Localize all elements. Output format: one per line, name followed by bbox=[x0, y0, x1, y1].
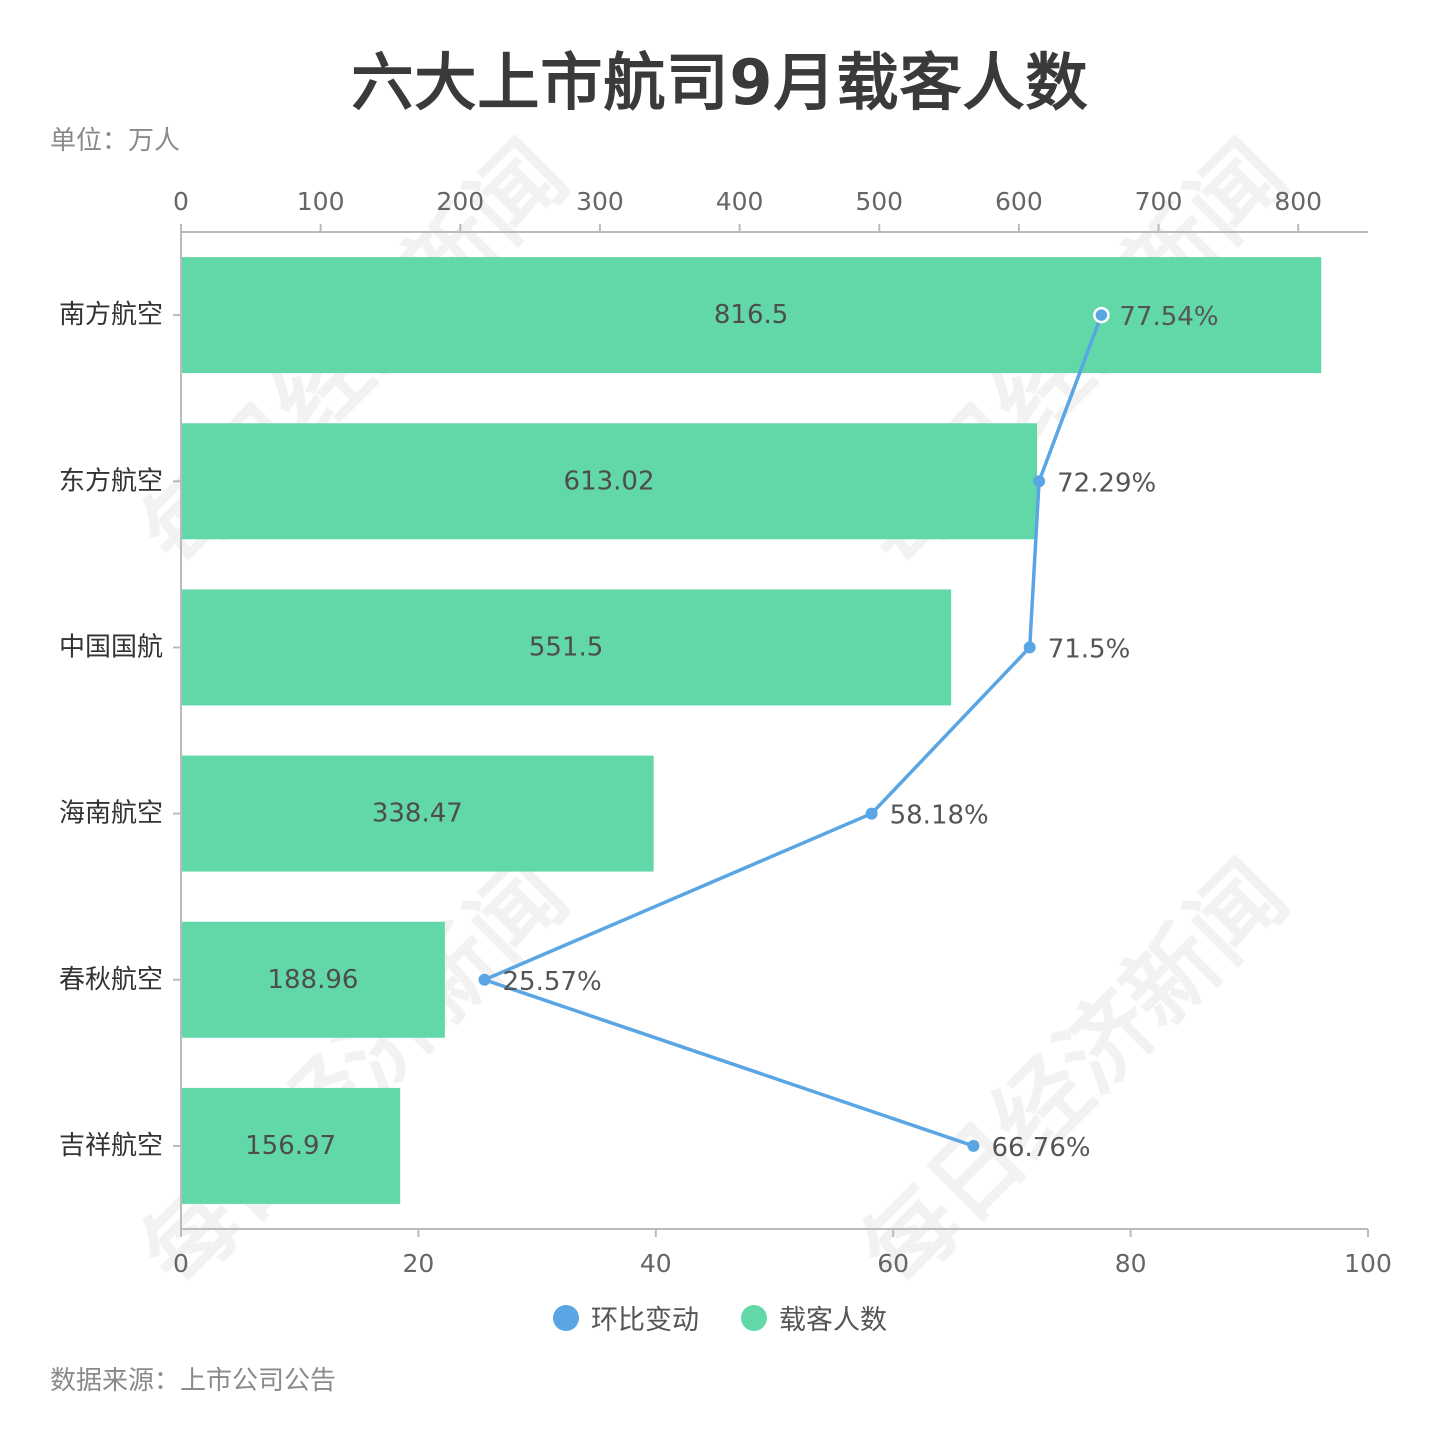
bar-value-label: 188.96 bbox=[267, 965, 358, 995]
change-point-1 bbox=[1033, 475, 1046, 488]
category-label: 春秋航空 bbox=[59, 965, 163, 995]
top-axis-tick-label: 200 bbox=[436, 187, 484, 216]
bottom-axis-tick-label: 60 bbox=[877, 1249, 909, 1278]
bar-3 bbox=[181, 755, 654, 872]
change-point-3 bbox=[865, 807, 878, 820]
bar-value-label: 338.47 bbox=[372, 799, 463, 829]
line-series-group: 77.54% 72.29% 71.5% 58.18% 25.57% 66.76% bbox=[478, 302, 1219, 1163]
legend-item-change[interactable]: 环比变动 bbox=[553, 1298, 699, 1337]
bar-2 bbox=[181, 589, 952, 706]
change-point-2 bbox=[1023, 641, 1036, 654]
category-label: 南方航空 bbox=[59, 300, 163, 330]
legend-label-change: 环比变动 bbox=[591, 1305, 699, 1336]
legend-dot-change bbox=[553, 1304, 579, 1331]
top-axis-tick-label: 0 bbox=[173, 187, 189, 216]
legend-label-passengers: 载客人数 bbox=[779, 1305, 887, 1336]
chart-title: 六大上市航司9月载客人数 bbox=[351, 46, 1089, 119]
bottom-axis-tick-label: 100 bbox=[1344, 1249, 1392, 1278]
bar-0 bbox=[181, 257, 1322, 374]
bar-4 bbox=[181, 921, 445, 1038]
legend-dot-passengers bbox=[741, 1304, 767, 1331]
bars-group: 816.5 613.02 551.5 338.47 188.96 156.97 bbox=[181, 257, 1322, 1204]
change-point-4 bbox=[478, 973, 491, 986]
source-label: 数据来源：上市公司公告 bbox=[50, 1366, 337, 1396]
bottom-axis-tick-label: 0 bbox=[173, 1249, 189, 1278]
top-axis-tick-label: 600 bbox=[995, 187, 1043, 216]
bottom-axis-tick-label: 20 bbox=[402, 1249, 434, 1278]
top-axis-tick-label: 700 bbox=[1135, 187, 1183, 216]
bar-value-label: 551.5 bbox=[529, 632, 603, 662]
category-label: 吉祥航空 bbox=[59, 1131, 163, 1161]
category-label: 中国国航 bbox=[59, 632, 163, 662]
change-value-label: 66.76% bbox=[991, 1133, 1090, 1163]
change-series-line bbox=[479, 314, 1104, 1148]
bar-value-label: 156.97 bbox=[245, 1131, 336, 1161]
bottom-axis-tick-label: 80 bbox=[1115, 1249, 1147, 1278]
change-value-label: 71.5% bbox=[1048, 634, 1131, 664]
watermark-text: 每日经济新闻 bbox=[121, 841, 588, 1308]
top-axis-tick-label: 500 bbox=[855, 187, 903, 216]
top-axis-tick-label: 300 bbox=[576, 187, 624, 216]
bar-5 bbox=[181, 1087, 401, 1204]
watermark-text: 每日经济新闻 bbox=[841, 841, 1308, 1308]
bar-1 bbox=[181, 423, 1038, 540]
category-label: 海南航空 bbox=[59, 799, 163, 829]
top-axis-tick-label: 400 bbox=[716, 187, 764, 216]
bar-value-label: 613.02 bbox=[564, 466, 655, 496]
legend: 环比变动 载客人数 bbox=[0, 1298, 1440, 1337]
top-axis-tick-label: 800 bbox=[1274, 187, 1322, 216]
change-value-label: 77.54% bbox=[1119, 302, 1218, 332]
unit-label: 单位：万人 bbox=[50, 126, 181, 156]
category-label: 东方航空 bbox=[59, 466, 163, 496]
change-value-label: 58.18% bbox=[890, 801, 989, 831]
bar-value-label: 816.5 bbox=[714, 300, 788, 330]
change-point-5 bbox=[967, 1139, 980, 1152]
axes-group: 0 100 200 300 400 500 600 700 800 0 20 40 60 80 100 南方航… bbox=[59, 187, 1392, 1278]
change-value-label: 25.57% bbox=[503, 967, 602, 997]
bottom-axis-tick-label: 40 bbox=[640, 1249, 672, 1278]
top-axis-tick-label: 100 bbox=[297, 187, 345, 216]
change-point-0 bbox=[1093, 306, 1110, 324]
legend-item-passengers[interactable]: 载客人数 bbox=[741, 1298, 887, 1337]
change-value-label: 72.29% bbox=[1057, 468, 1156, 498]
